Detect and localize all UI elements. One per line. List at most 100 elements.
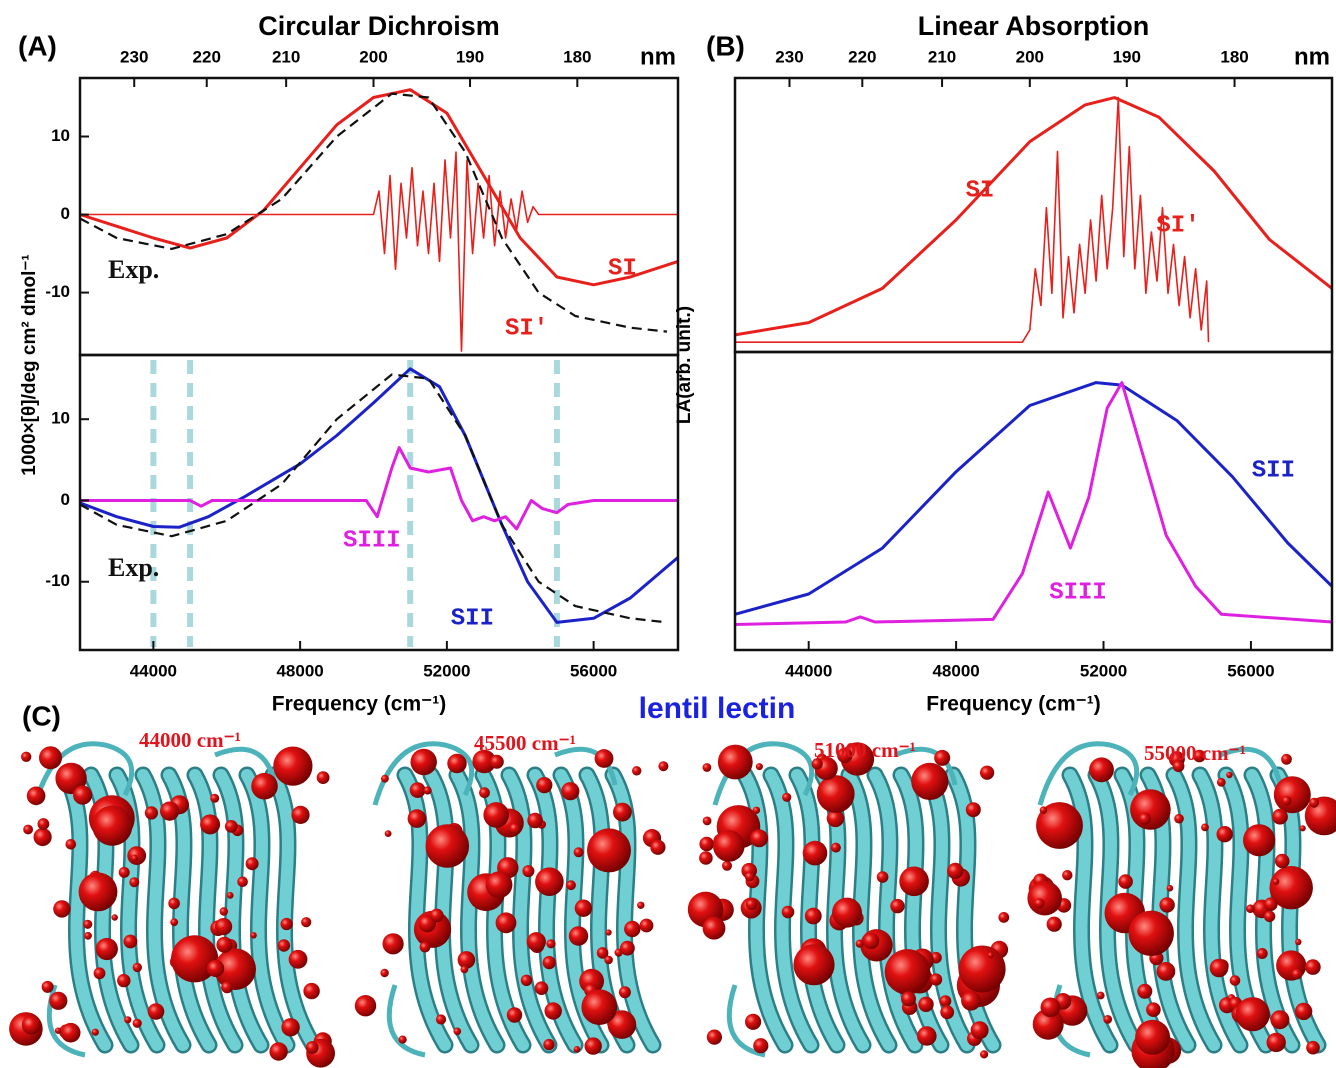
atom-sphere [410,748,437,776]
x2-axis-label: nm [1294,43,1330,70]
atom-sphere [460,965,469,974]
chart-panel: Linear Absorption (B) LA(arb. unit.) SI SI′ 2… [674,11,1334,424]
ribbon [791,769,843,1051]
ribbon [1064,769,1116,1051]
atom-sphere [1040,997,1061,1018]
atom-sphere [706,1029,723,1045]
atom-sphere [93,967,106,980]
panel-label: (C) [22,700,61,731]
panel-label: (A) [18,30,57,61]
series-label: SII [1252,457,1295,484]
atom-sphere [752,806,761,814]
atom-sphere [269,1042,288,1061]
series-line [80,446,678,531]
atom-sphere [987,952,994,959]
atom-sphere [509,822,521,835]
atom-sphere [620,940,635,956]
y-tick-label: 0 [61,490,70,509]
atom-sphere [650,839,666,855]
atom-sphere [398,1035,407,1044]
series-label: SI′ [1156,212,1199,239]
atom-sphere [117,973,131,988]
atom-sphere [702,763,712,772]
series-label: SI [608,255,637,282]
atom-sphere [214,948,256,990]
ribbon [241,769,293,1051]
atom-sphere [1062,870,1073,881]
atom-sphere [607,1010,637,1039]
series-line [734,381,1333,626]
atom-sphere [1046,916,1062,932]
atom-sphere [281,1018,300,1037]
atom-sphere [144,806,158,820]
atom-sphere [483,802,510,828]
atom-sphere [303,982,320,1000]
atom-sphere [753,1038,769,1054]
atom-sphere [1246,904,1255,913]
ribbon [1246,769,1298,1051]
atom-sphere [26,786,46,806]
atom-sphere [1229,975,1241,986]
x-tick-label: 44000 [130,661,177,680]
x2-tick-label: 210 [928,47,956,66]
atom-sphere [506,1007,523,1023]
x-tick-label: 52000 [423,661,470,680]
atom-sphere [472,749,497,774]
atom-sphere [594,749,614,768]
atom-sphere [744,871,755,882]
atom-sphere [1089,757,1114,783]
atom-sphere [288,949,308,969]
atom-sphere [160,801,180,821]
ribbon [215,769,267,1051]
atom-sphere [930,973,943,986]
series-label: SI′ [505,315,548,342]
atom-sphere [1273,776,1311,814]
atom-sphere [1209,958,1229,978]
atom-sphere [596,947,609,959]
atom-sphere [699,836,714,852]
atom-sphere [1243,824,1276,857]
series-line [80,151,678,352]
atom-sphere [447,753,467,774]
x2-tick-label: 200 [1016,47,1044,66]
atom-sphere [837,747,853,763]
atom-sphere [147,1003,165,1020]
atom-sphere [826,809,845,828]
atom-sphere [207,959,225,978]
x-tick-label: 56000 [1227,661,1274,680]
atom-sphere [33,827,52,847]
atom-sphere [219,907,228,916]
ribbon [869,769,921,1051]
atom-sphere [526,932,546,952]
atom-sphere [1036,802,1083,849]
series-label: SI [966,177,995,204]
atom-sphere [1295,938,1302,946]
atom-sphere [980,1050,989,1059]
atom-sphere [381,774,389,783]
atom-sphere [1130,789,1171,830]
x-tick-label: 48000 [932,661,979,680]
plot-frame [733,76,1334,354]
atom-sphere [430,908,444,923]
atom-sphere [277,939,291,952]
atom-sphere [713,830,745,862]
atom-sphere [479,787,490,799]
atom-sphere [811,758,823,770]
ribbon [59,769,111,1051]
series-line [79,367,679,624]
atom-sphere [168,897,180,910]
x2-tick-label: 220 [193,47,221,66]
x-axis-label: Frequency (cm⁻¹) [926,693,1100,716]
atom-sphere [717,744,753,780]
atom-sphere [129,877,140,888]
protein-images [9,741,1336,1068]
atom-sphere [21,1015,41,1035]
atom-sphere [216,936,233,953]
atom-sphere [573,1046,581,1053]
atom-sphere [544,1002,562,1020]
atom-sphere [1118,874,1133,889]
atom-sphere [41,980,54,993]
atom-sphere [215,918,233,936]
atom-sphere [884,949,931,995]
